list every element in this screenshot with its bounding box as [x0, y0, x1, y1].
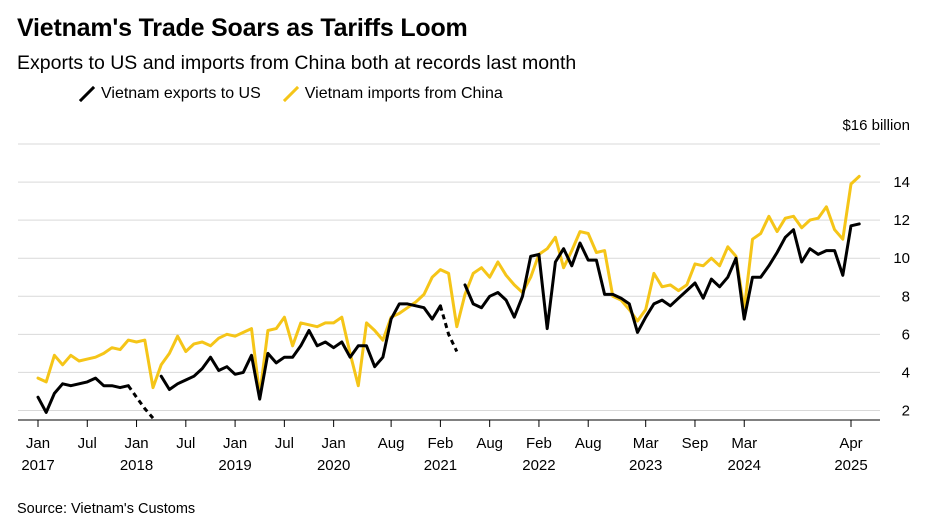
x-tick-year-label: 2018: [120, 457, 153, 474]
x-tick-label: Jan: [322, 435, 346, 452]
x-tick-label: Feb: [526, 435, 552, 452]
x-tick-label: Sep: [682, 435, 709, 452]
y-tick-label: 8: [902, 288, 910, 305]
legend-item-exports: Vietnam exports to US: [79, 85, 261, 103]
x-tick-label: Apr: [839, 435, 862, 452]
x-tick-label: Aug: [575, 435, 602, 452]
x-tick-label: Mar: [731, 435, 757, 452]
x-tick-label: Aug: [378, 435, 405, 452]
source-note: Source: Vietnam's Customs: [17, 501, 196, 517]
x-tick-year-label: 2023: [629, 457, 662, 474]
y-tick-label: 14: [893, 174, 910, 191]
series-line-exports-dashed-0: [127, 384, 155, 420]
x-tick-year-label: 2019: [218, 457, 251, 474]
x-tick-label: Jul: [176, 435, 195, 452]
legend-swatch-imports-icon: [282, 86, 299, 102]
y-tick-label: 4: [902, 364, 910, 381]
x-tick-label: Jan: [26, 435, 50, 452]
y-tick-label: 10: [893, 250, 910, 267]
series-line-imports: [36, 174, 861, 397]
y-axis-unit-label: $16 billion: [842, 117, 910, 134]
x-tick-label: Jan: [223, 435, 247, 452]
series-line-exports-dashed-1: [438, 305, 459, 353]
x-tick-label: Jan: [124, 435, 148, 452]
x-tick-year-label: 2022: [522, 457, 555, 474]
x-tick-year-label: 2025: [834, 457, 867, 474]
y-tick-label: 6: [902, 326, 910, 343]
legend-item-imports: Vietnam imports from China: [282, 85, 503, 103]
chart-subtitle: Exports to US and imports from China bot…: [17, 52, 577, 74]
legend: Vietnam exports to US Vietnam imports fr…: [79, 85, 525, 103]
legend-label-imports: Vietnam imports from China: [304, 85, 503, 102]
y-tick-label: 12: [893, 212, 910, 229]
x-tick-year-label: 2021: [424, 457, 457, 474]
x-tick-label: Mar: [633, 435, 659, 452]
chart-title: Vietnam's Trade Soars as Tariffs Loom: [17, 14, 468, 42]
legend-swatch-exports-icon: [79, 86, 95, 102]
x-tick-label: Jul: [78, 435, 97, 452]
legend-label-exports: Vietnam exports to US: [101, 85, 261, 102]
y-tick-label: 2: [902, 402, 910, 419]
series-line-exports: [36, 222, 861, 414]
series-layer: [36, 174, 861, 420]
axis-layer: 2 4 6 8 10 12 14 Jan 2017 Jul Jan 2018 Jul Jan 2019 Jul…: [18, 174, 910, 474]
x-tick-year-label: 2017: [21, 457, 54, 474]
x-tick-year-label: 2024: [728, 457, 761, 474]
x-tick-label: Jul: [275, 435, 294, 452]
x-tick-label: Aug: [476, 435, 503, 452]
x-tick-label: Feb: [427, 435, 453, 452]
x-tick-year-label: 2020: [317, 457, 350, 474]
